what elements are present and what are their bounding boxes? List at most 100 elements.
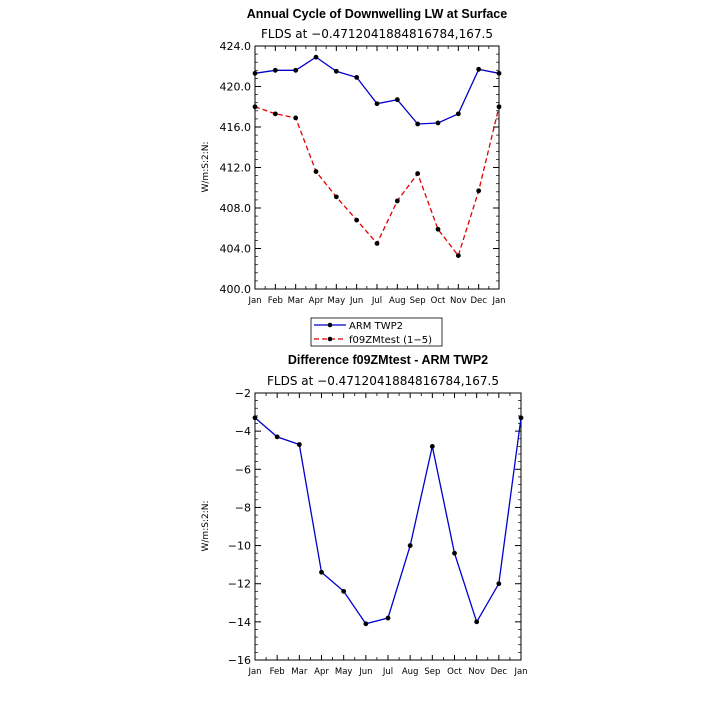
data-point: [518, 415, 524, 421]
legend-marker-arm: [327, 322, 333, 328]
x-tick-label: May: [328, 296, 346, 306]
data-point: [385, 615, 391, 621]
x-tick-label: Aug: [402, 667, 419, 677]
data-point: [274, 434, 280, 440]
data-point: [313, 54, 319, 60]
series-line-0: [254, 417, 522, 625]
y-axis-label: W/m:S:2:N:: [201, 142, 211, 193]
x-tick-label: Sep: [424, 667, 440, 677]
y-tick-label: −16: [228, 654, 251, 667]
x-tick-label: Mar: [291, 667, 308, 677]
plot-frame: [254, 45, 500, 290]
x-tick-label: Oct: [447, 667, 462, 677]
data-point: [313, 169, 319, 174]
data-point: [455, 111, 461, 117]
data-point: [374, 241, 380, 246]
chart-annual-cycle: Annual Cycle of Downwelling LW at Surfac…: [201, 7, 507, 347]
series-line-0: [254, 56, 500, 125]
y-tick-label: −8: [235, 501, 251, 514]
data-point: [319, 569, 324, 575]
chart-difference: Difference f09ZMtest - ARM TWP2 FLDS at …: [201, 353, 528, 677]
x-tick-label: Sep: [410, 296, 426, 306]
legend-label-model: f09ZMtest (1−5): [349, 335, 432, 346]
legend-label-arm: ARM TWP2: [349, 321, 403, 332]
y-tick-label: 420.0: [220, 81, 252, 94]
data-point: [252, 104, 258, 110]
data-point: [496, 70, 502, 76]
y-tick-label: 400.0: [220, 283, 252, 296]
data-point: [474, 619, 480, 625]
x-tick-label: Apr: [309, 296, 324, 306]
x-tick-label: Nov: [450, 296, 467, 306]
legend: ARM TWP2 f09ZMtest (1−5): [310, 317, 443, 347]
series-group: [252, 415, 524, 627]
data-point: [496, 104, 502, 110]
y-tick-label: −2: [235, 387, 251, 400]
y-tick-label: 416.0: [220, 121, 252, 134]
data-point: [374, 101, 380, 107]
x-tick-label: Apr: [314, 667, 329, 677]
data-point: [296, 442, 302, 447]
data-point: [435, 120, 441, 126]
x-tick-label: Feb: [270, 667, 285, 677]
x-tick-label: Jun: [349, 296, 363, 306]
y-tick-label: −4: [235, 425, 251, 438]
data-point: [252, 70, 258, 76]
data-point: [333, 194, 339, 200]
data-point: [455, 253, 461, 258]
chart-subtitle: FLDS at −0.4712041884816784,167.5: [267, 374, 499, 388]
chart-title: Annual Cycle of Downwelling LW at Surfac…: [247, 7, 507, 21]
data-point: [452, 550, 457, 556]
y-tick-label: −12: [228, 578, 251, 591]
data-point: [415, 171, 421, 176]
y-tick-label: 412.0: [220, 162, 252, 175]
data-point: [363, 621, 369, 627]
tick-group: Jan Feb Mar Apr May Jun Jul Aug Sep Oct Nov Dec Jan4…: [220, 40, 506, 306]
x-tick-label: Nov: [468, 667, 485, 677]
x-tick-label: Jun: [358, 667, 372, 677]
x-tick-label: Mar: [288, 296, 305, 306]
y-tick-label: 408.0: [220, 202, 252, 215]
x-tick-label: Jan: [513, 667, 527, 677]
tick-group: Jan Feb Mar Apr May Jun Jul Aug Sep Oct Nov Dec Jan−…: [228, 387, 528, 677]
data-point: [476, 188, 482, 194]
data-point: [496, 581, 502, 587]
data-point: [341, 588, 347, 594]
y-tick-label: −10: [228, 540, 251, 553]
data-point: [394, 97, 400, 103]
x-tick-label: Dec: [470, 296, 487, 306]
data-point: [394, 198, 400, 204]
legend-box: [310, 317, 443, 347]
series-line-1: [254, 106, 500, 257]
data-point: [333, 68, 339, 74]
x-tick-label: Oct: [431, 296, 446, 306]
x-tick-label: Jan: [491, 296, 505, 306]
data-point: [272, 111, 278, 117]
x-tick-label: Jul: [382, 667, 393, 677]
data-point: [435, 226, 441, 232]
data-point: [252, 415, 258, 421]
x-tick-label: May: [335, 667, 353, 677]
x-tick-label: Jan: [247, 667, 261, 677]
data-point: [415, 121, 421, 127]
x-tick-label: Jul: [371, 296, 382, 306]
data-point: [293, 115, 299, 121]
data-point: [272, 67, 278, 73]
y-tick-label: −14: [228, 616, 251, 629]
data-point: [407, 543, 413, 548]
legend-marker-model: [327, 336, 333, 342]
data-point: [354, 217, 360, 223]
data-point: [293, 67, 299, 73]
y-tick-label: 424.0: [220, 40, 252, 53]
series-group: [252, 54, 502, 258]
data-point: [354, 74, 360, 80]
x-tick-label: Feb: [268, 296, 283, 306]
x-tick-label: Dec: [491, 667, 508, 677]
y-axis-label: W/m:S:2:N:: [201, 501, 211, 552]
data-point: [429, 444, 435, 449]
chart-title: Difference f09ZMtest - ARM TWP2: [288, 353, 488, 367]
x-tick-label: Aug: [389, 296, 406, 306]
x-tick-label: Jan: [247, 296, 261, 306]
chart-subtitle: FLDS at −0.4712041884816784,167.5: [261, 27, 493, 41]
